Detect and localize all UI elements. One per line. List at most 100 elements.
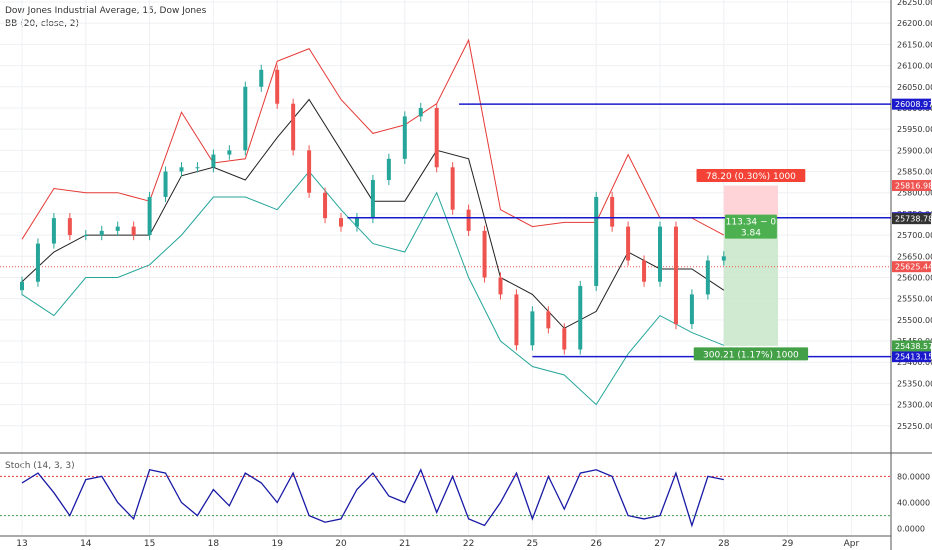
y-tick-label: 26250.00: [897, 0, 932, 7]
price-tag: 26008.97: [895, 100, 932, 109]
candle-body: [179, 167, 184, 172]
candle-body: [642, 260, 647, 282]
candle-body: [594, 196, 599, 286]
x-tick-label: 21: [399, 539, 410, 549]
stop-loss-label-bg: [696, 169, 806, 183]
candle-body: [705, 260, 710, 295]
y-tick-label: 25850.00: [897, 168, 932, 177]
x-tick-label: 27: [654, 539, 665, 549]
candle-body: [530, 311, 535, 346]
candle-body: [227, 150, 232, 155]
bollinger-lower-line: [21, 170, 724, 406]
candle-body: [195, 167, 200, 169]
candle-body: [434, 107, 439, 168]
candle-body: [482, 230, 487, 278]
candle-body: [498, 277, 503, 295]
price-tag-bg: [892, 340, 931, 352]
candle-body: [354, 218, 359, 227]
price-tag: 25413.15: [895, 353, 932, 362]
candle-body: [610, 196, 615, 227]
x-tick-label: 15: [144, 539, 155, 549]
stochastic-line: [21, 468, 724, 528]
risk-reward-label: 113.34 ~ 0: [726, 218, 777, 228]
price-tag: 25738.78: [895, 215, 932, 224]
candle-body: [339, 218, 343, 227]
y-tick-label: 25950.00: [897, 125, 932, 134]
y-tick-label: 26100.00: [897, 62, 932, 71]
candle-body: [626, 226, 631, 261]
indicator-legend: BB (20, close, 2): [5, 19, 80, 29]
candle-body: [211, 154, 216, 168]
candle-body: [259, 69, 264, 87]
candle-body: [578, 285, 583, 350]
take-profit-zone: [723, 218, 779, 346]
x-tick-label: 19: [271, 539, 283, 549]
y-tick-label: 26050.00: [897, 83, 932, 92]
candle-body: [99, 230, 104, 236]
y-tick-label: 25300.00: [897, 401, 932, 410]
candle-body: [131, 226, 136, 236]
candle-body: [243, 86, 248, 151]
candle-body: [689, 294, 694, 325]
candle-body: [323, 192, 328, 219]
stoch-y-tick-label: 0.0000: [897, 525, 925, 534]
y-tick-label: 25250.00: [897, 422, 932, 431]
candle-body: [115, 226, 120, 231]
candle-body: [51, 218, 56, 244]
stop-loss-zone: [723, 185, 779, 219]
y-tick-label: 25650.00: [897, 252, 932, 261]
candle-body: [147, 196, 152, 236]
stoch-y-tick-label: 40.0000: [897, 499, 930, 508]
price-tag: 25816.98: [895, 182, 932, 191]
y-tick-label: 25550.00: [897, 295, 932, 304]
stoch-y-tick-label: 80.0000: [897, 472, 930, 481]
candle-body: [450, 167, 455, 210]
price-tag: 25625.44: [895, 263, 932, 272]
x-tick-label: 18: [208, 539, 220, 549]
price-tag: 25438.57: [895, 342, 932, 351]
price-tag-bg: [892, 98, 931, 110]
bollinger-upper-line: [21, 38, 725, 240]
y-tick-label: 25900.00: [897, 146, 932, 155]
price-tag-bg: [892, 351, 931, 363]
risk-reward-bg: [724, 214, 777, 239]
chart-title: Dow Jones Industrial Average, 15, Dow Jo…: [5, 6, 207, 16]
candle-body: [67, 218, 72, 236]
candle-body: [658, 226, 662, 282]
candle-body: [418, 107, 423, 117]
x-tick-label: 28: [718, 539, 730, 549]
candle-body: [307, 150, 312, 193]
y-tick-label: 25700.00: [897, 231, 932, 240]
price-tag-bg: [892, 261, 931, 273]
candle-body: [291, 103, 296, 151]
candle-body: [370, 180, 375, 219]
candle-body: [275, 69, 280, 104]
x-tick-label: Apr: [844, 539, 860, 549]
candle-body: [35, 243, 40, 282]
candle-body: [721, 256, 726, 261]
risk-reward-ratio: 3.84: [741, 229, 761, 239]
y-tick-label: 25350.00: [897, 379, 932, 388]
take-profit-label-bg: [693, 347, 809, 361]
price-tag-bg: [892, 213, 931, 225]
y-tick-label: 25800.00: [897, 189, 932, 198]
stoch-legend: Stoch (14, 3, 3): [5, 461, 75, 471]
x-tick-label: 13: [16, 539, 27, 549]
x-tick-label: 14: [80, 539, 92, 549]
candle-body: [386, 158, 391, 180]
x-tick-label: 29: [782, 539, 794, 549]
x-tick-label: 26: [590, 539, 602, 549]
x-tick-label: 20: [335, 539, 347, 549]
candle-body: [163, 171, 168, 197]
candle-body: [83, 235, 88, 237]
y-tick-label: 25500.00: [897, 316, 932, 325]
candle-body: [562, 328, 567, 350]
take-profit-label: 300.21 (1.17%) 1000: [703, 350, 799, 360]
x-tick-label: 25: [527, 539, 538, 549]
candle-body: [466, 209, 471, 231]
candle-body: [673, 226, 678, 325]
stop-loss-label: 78.20 (0.30%) 1000: [706, 172, 796, 182]
y-tick-label: 25600.00: [897, 273, 932, 282]
y-tick-label: 26150.00: [897, 40, 932, 49]
